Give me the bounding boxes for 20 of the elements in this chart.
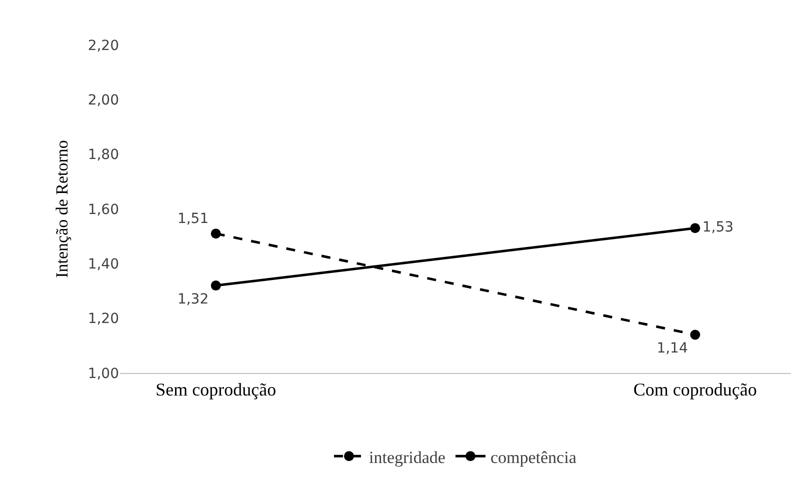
y-tick-label: 1,40 [88, 256, 119, 273]
data-label: 1,53 [702, 220, 734, 236]
y-tick-label: 2,00 [88, 92, 119, 109]
point [690, 223, 700, 234]
x-tick-label: Sem coprodução [156, 380, 276, 400]
y-axis-title: Intenção de Retorno [52, 140, 72, 278]
y-tick-label: 1,20 [88, 311, 119, 328]
data-label: 1,14 [656, 340, 688, 356]
point [690, 330, 700, 340]
y-tick-label: 1,80 [88, 147, 119, 164]
legend-label: competência [490, 448, 577, 467]
data-label: 1,51 [177, 210, 209, 227]
data-label: 1,32 [177, 291, 209, 308]
y-tick-label: 1,00 [88, 366, 119, 382]
y-tick-label: 2,20 [88, 38, 119, 54]
x-tick-label: Com coprodução [633, 380, 757, 400]
legend-label: integridade [369, 448, 446, 467]
point [210, 228, 221, 239]
point [210, 280, 221, 291]
y-tick-label: 1,60 [88, 202, 119, 218]
